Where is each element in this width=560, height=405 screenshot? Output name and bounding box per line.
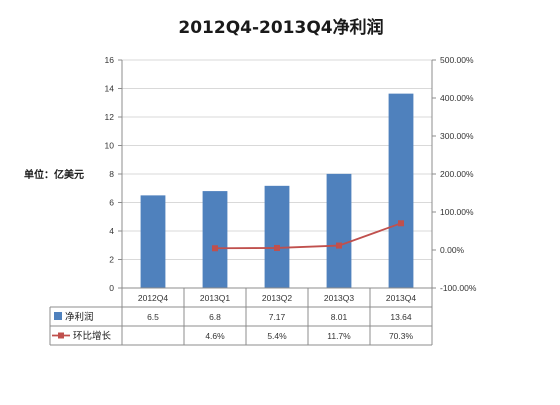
y-left-tick-label: 14 bbox=[105, 84, 115, 94]
data-label: 4.6% bbox=[205, 331, 225, 341]
gridlines bbox=[122, 59, 432, 289]
axes: 0 2 4 6 8 10 12 14 16 -100.00% 0.00% 100.00% 200.00%… bbox=[105, 55, 477, 293]
x-tick-label: 2012Q4 bbox=[138, 293, 169, 303]
y-right-tick-label: 0.00% bbox=[440, 245, 465, 255]
x-tick-label: 2013Q2 bbox=[262, 293, 293, 303]
chart-title: 2012Q4-2013Q4净利润 bbox=[178, 17, 383, 38]
legend-label: 环比增长 bbox=[73, 330, 112, 342]
data-label: 13.64 bbox=[390, 312, 412, 322]
legend-swatch-bar bbox=[54, 312, 62, 320]
line-point bbox=[274, 244, 280, 251]
x-tick-label: 2013Q4 bbox=[386, 293, 417, 303]
data-label: 7.17 bbox=[269, 312, 286, 322]
data-label: 6.8 bbox=[209, 312, 221, 322]
line-series bbox=[212, 220, 404, 252]
bar bbox=[202, 191, 228, 288]
data-label: 70.3% bbox=[389, 331, 414, 341]
y-right-tick-label: -100.00% bbox=[440, 283, 477, 293]
y-right-tick-label: 200.00% bbox=[440, 169, 474, 179]
line-path bbox=[214, 222, 402, 250]
y-left-tick-label: 0 bbox=[109, 283, 114, 293]
data-label: 11.7% bbox=[327, 331, 351, 341]
data-label: 5.4% bbox=[267, 331, 287, 341]
x-tick-label: 2013Q1 bbox=[200, 293, 231, 303]
y-left-tick-label: 12 bbox=[105, 112, 115, 122]
data-label: 8.01 bbox=[331, 312, 348, 322]
line-point bbox=[398, 220, 404, 227]
y-left-tick-label: 2 bbox=[109, 255, 114, 265]
y-left-tick-label: 4 bbox=[109, 226, 114, 236]
y-right-tick-label: 400.00% bbox=[440, 93, 474, 103]
y-left-tick-label: 10 bbox=[105, 141, 115, 151]
y-left-tick-label: 6 bbox=[109, 198, 114, 208]
bar bbox=[388, 93, 414, 288]
y-left-tick-label: 8 bbox=[109, 169, 114, 179]
bar bbox=[326, 173, 352, 288]
y-right-tick-label: 100.00% bbox=[440, 207, 474, 217]
y-right-tick-label: 300.00% bbox=[440, 131, 474, 141]
line-point bbox=[336, 242, 342, 249]
legend-label: 净利润 bbox=[65, 311, 94, 323]
line-point bbox=[212, 245, 218, 252]
data-label: 6.5 bbox=[147, 312, 159, 322]
unit-label: 单位：亿美元 bbox=[24, 168, 84, 181]
bar bbox=[264, 185, 290, 288]
x-tick-label: 2013Q3 bbox=[324, 293, 355, 303]
bar-series bbox=[140, 93, 414, 288]
data-table: 2012Q4 2013Q1 2013Q2 2013Q3 2013Q4 净利润 6.5 6.8 7… bbox=[49, 287, 433, 346]
legend-swatch-marker bbox=[58, 332, 64, 339]
bar bbox=[140, 195, 166, 288]
y-right-tick-label: 500.00% bbox=[440, 55, 474, 65]
y-left-tick-label: 16 bbox=[105, 55, 115, 65]
